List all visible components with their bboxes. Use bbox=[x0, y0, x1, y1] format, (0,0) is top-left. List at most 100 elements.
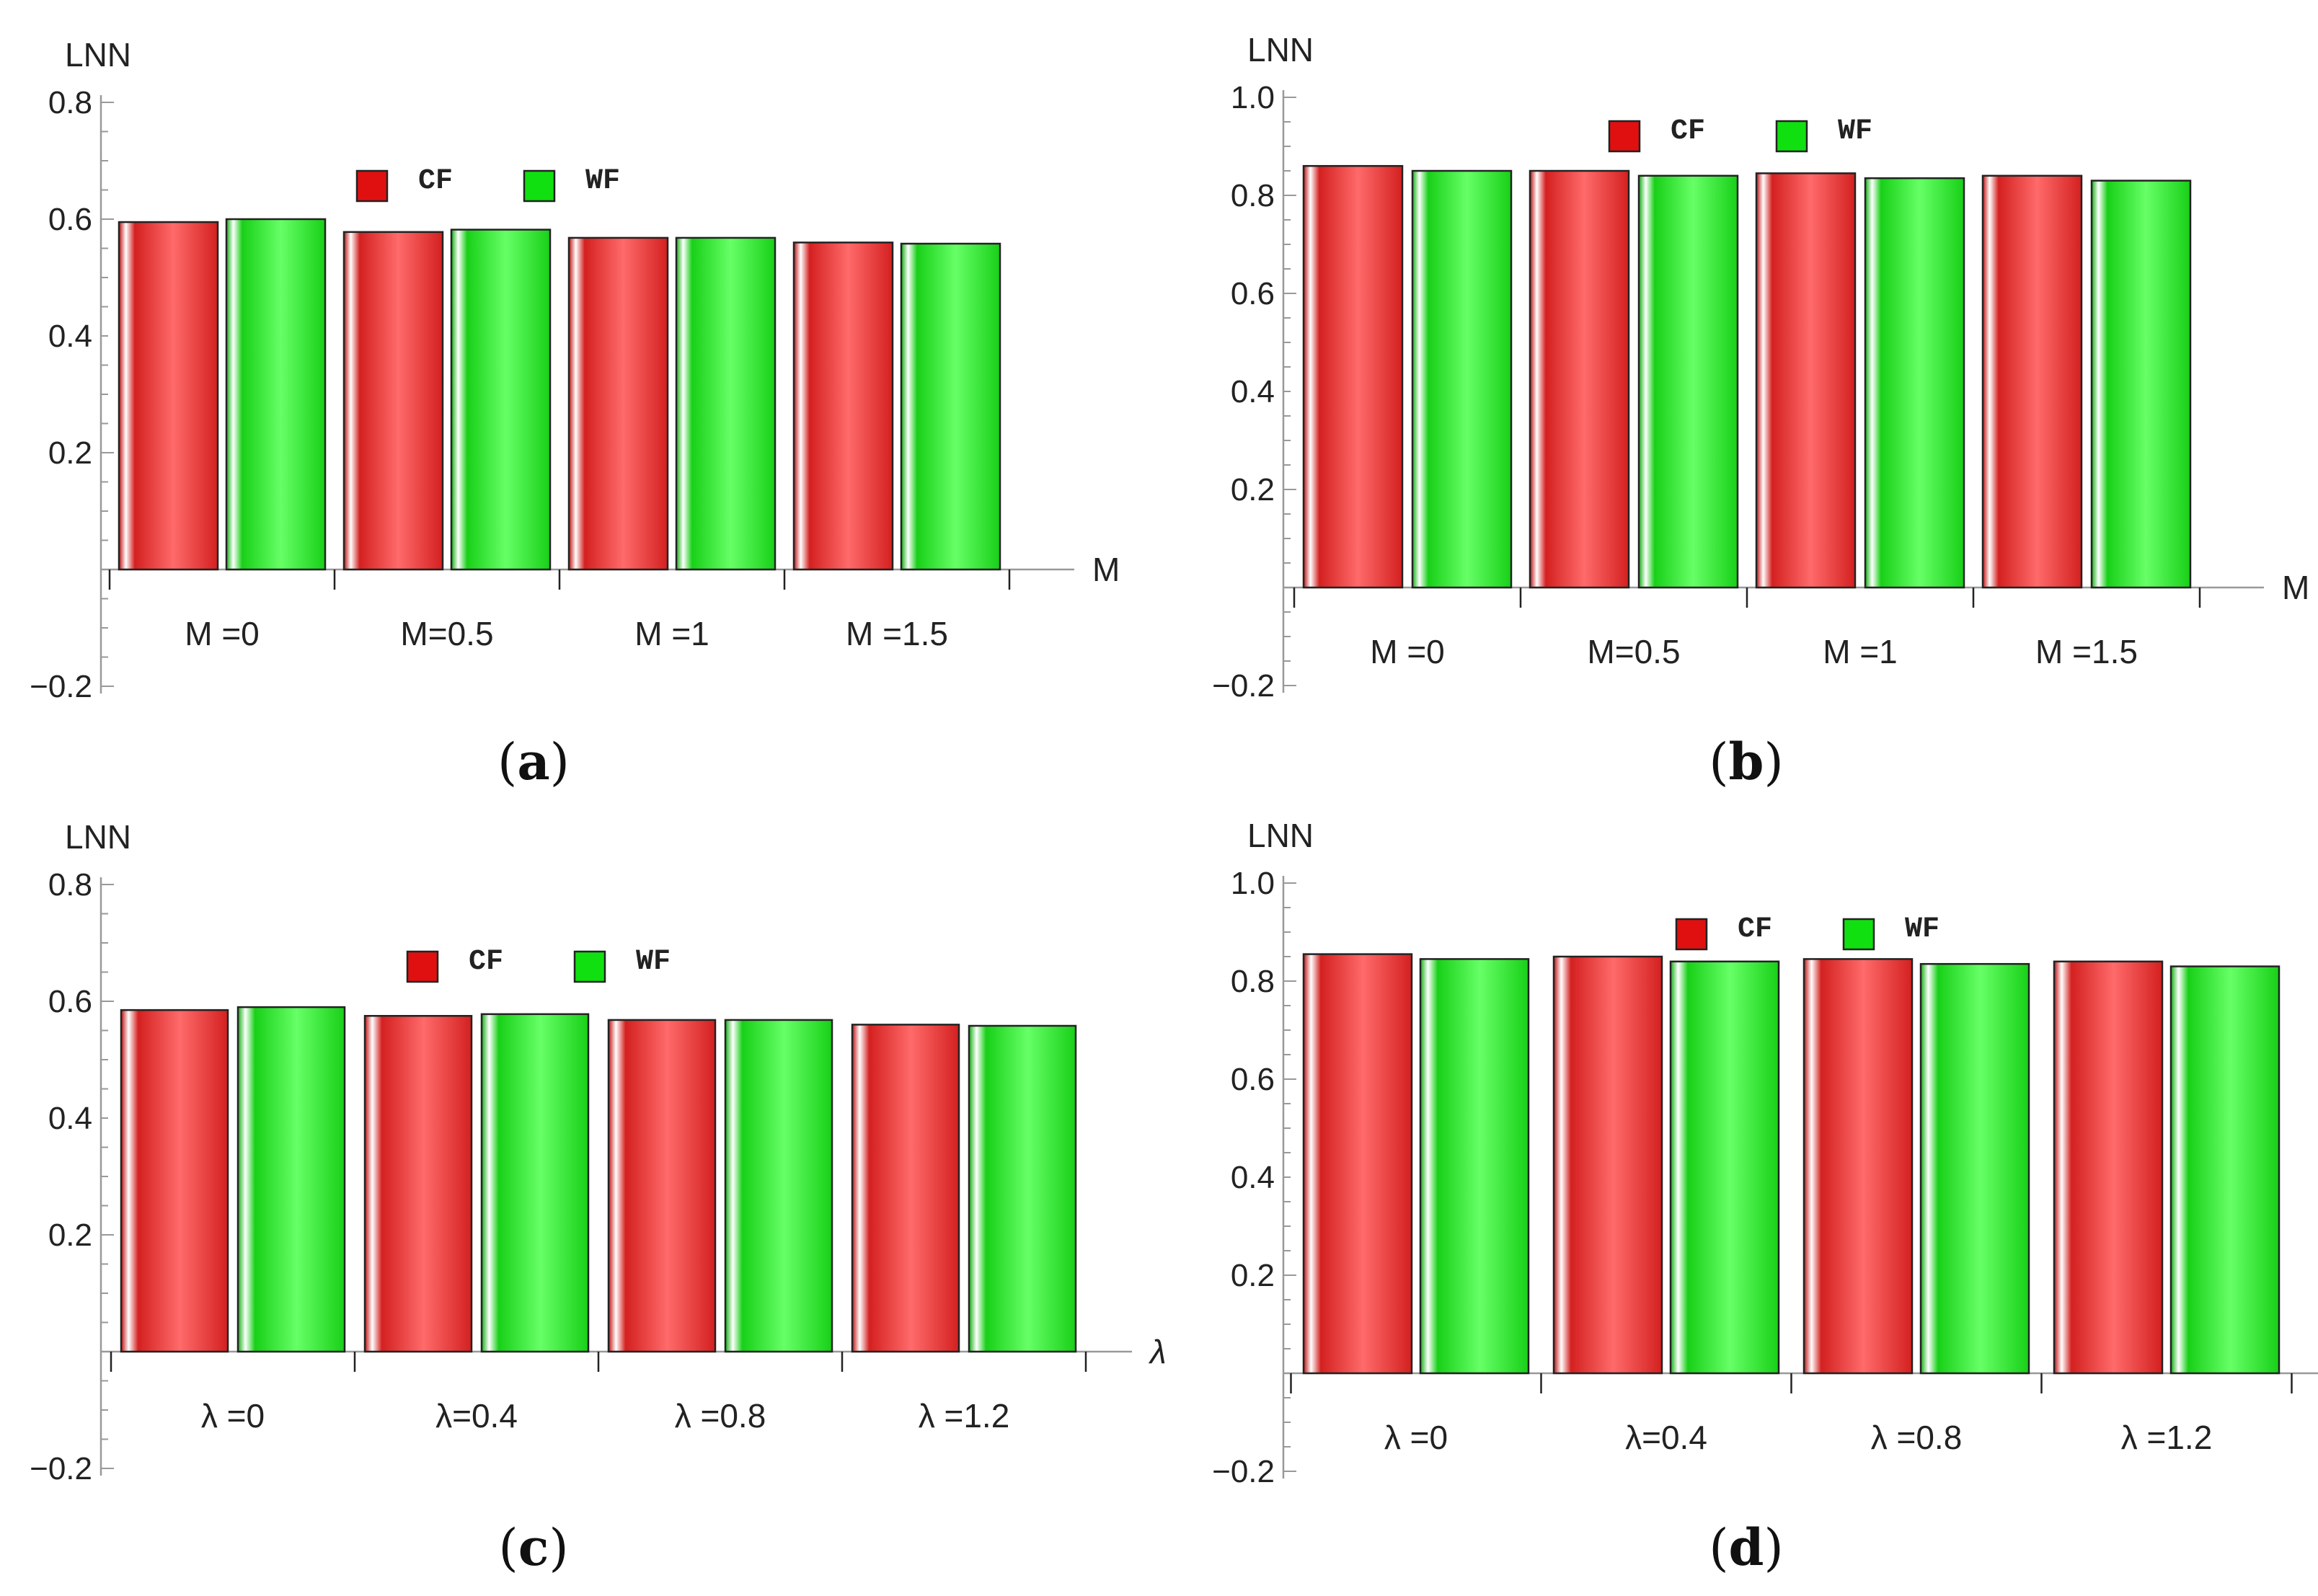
y-tick-label: 0.8 bbox=[48, 867, 92, 903]
y-tick-label: 0.6 bbox=[1231, 276, 1275, 311]
legend-swatch-cf bbox=[406, 950, 439, 983]
x-category-label: λ =1.2 bbox=[2121, 1419, 2213, 1456]
x-category-label: M =0 bbox=[185, 615, 260, 652]
x-category-label: M=0.5 bbox=[1587, 633, 1680, 670]
y-tick-label: 0.8 bbox=[48, 85, 92, 120]
legend-swatch-wf bbox=[573, 950, 606, 983]
y-tick-label: −0.2 bbox=[30, 669, 92, 704]
y-tick-label: 0.4 bbox=[48, 1101, 92, 1136]
bar-wf bbox=[236, 1006, 346, 1353]
y-tick-label: 1.0 bbox=[1231, 866, 1275, 901]
legend-swatch-cf bbox=[1608, 120, 1641, 153]
bar-cf bbox=[342, 231, 444, 571]
bar-cf bbox=[1755, 172, 1857, 589]
bar-wf bbox=[480, 1013, 590, 1353]
bar-cf bbox=[1552, 955, 1663, 1375]
bar-wf bbox=[900, 242, 1001, 571]
y-tick-label: 0.6 bbox=[48, 984, 92, 1019]
x-category-label: M =1 bbox=[634, 615, 709, 652]
y-axis-label: LNN bbox=[65, 36, 131, 74]
legend-swatch-wf bbox=[523, 169, 556, 203]
legend-label-cf: CF bbox=[1671, 115, 1705, 148]
x-category-label: M =0 bbox=[1370, 633, 1445, 670]
x-axis-label: M bbox=[1092, 551, 1120, 588]
bar-cf bbox=[2053, 960, 2164, 1375]
x-category-label: λ =0.8 bbox=[1871, 1419, 1963, 1456]
x-category-label: M =1 bbox=[1823, 633, 1898, 670]
y-tick-label: 0.2 bbox=[1231, 1258, 1275, 1293]
x-category-label: λ=0.4 bbox=[435, 1397, 518, 1435]
x-category-label: λ =0.8 bbox=[675, 1397, 766, 1435]
caption-c: (c) bbox=[498, 1517, 569, 1577]
legend-swatch-wf bbox=[1842, 918, 1875, 951]
x-category-label: M=0.5 bbox=[400, 615, 493, 652]
y-tick-label: 0.6 bbox=[48, 202, 92, 237]
x-category-label: M =1.5 bbox=[2035, 633, 2138, 670]
y-tick-label: 1.0 bbox=[1231, 80, 1275, 115]
caption-d: (d) bbox=[1709, 1517, 1784, 1577]
bar-cf bbox=[851, 1024, 960, 1353]
y-axis-label: LNN bbox=[1247, 817, 1314, 854]
bar-cf bbox=[1981, 174, 2083, 589]
y-tick-label: −0.2 bbox=[1212, 1454, 1275, 1489]
y-tick-label: 0.2 bbox=[1231, 472, 1275, 507]
legend-swatch-cf bbox=[1675, 918, 1708, 951]
y-tick-label: 0.8 bbox=[1231, 178, 1275, 213]
legend-label-cf: CF bbox=[1738, 913, 1772, 946]
y-axis-label: LNN bbox=[1247, 31, 1314, 68]
bar-wf bbox=[1864, 177, 1965, 589]
bar-cf bbox=[1302, 164, 1404, 589]
bar-wf bbox=[1669, 960, 1780, 1375]
bar-wf bbox=[2090, 179, 2192, 589]
x-category-label: λ =0 bbox=[1384, 1419, 1448, 1456]
x-axis-label: M bbox=[2282, 569, 2309, 606]
bar-cf bbox=[120, 1008, 229, 1353]
y-tick-label: −0.2 bbox=[1212, 668, 1275, 704]
legend-label-wf: WF bbox=[1905, 913, 1939, 946]
bar-wf bbox=[450, 229, 552, 571]
caption-b: (b) bbox=[1709, 732, 1784, 792]
legend-label-cf: CF bbox=[418, 165, 453, 198]
bar-wf bbox=[1411, 169, 1513, 589]
bar-wf bbox=[1637, 174, 1739, 589]
y-tick-label: 0.6 bbox=[1231, 1062, 1275, 1097]
bar-wf bbox=[225, 218, 327, 571]
legend-label-wf: WF bbox=[1838, 115, 1872, 148]
bar-wf bbox=[2169, 965, 2281, 1375]
bar-cf bbox=[567, 236, 669, 571]
legend-label-wf: WF bbox=[636, 946, 671, 978]
legend-label-cf: CF bbox=[469, 946, 503, 978]
legend-swatch-cf bbox=[355, 169, 389, 203]
bar-wf bbox=[1419, 958, 1530, 1375]
y-tick-label: 0.4 bbox=[1231, 374, 1275, 409]
y-tick-label: 0.8 bbox=[1231, 964, 1275, 999]
y-tick-label: −0.2 bbox=[30, 1451, 92, 1486]
x-category-label: M =1.5 bbox=[846, 615, 948, 652]
y-tick-label: 0.2 bbox=[48, 1218, 92, 1253]
legend-label-wf: WF bbox=[585, 165, 620, 198]
y-tick-label: 0.4 bbox=[48, 319, 92, 354]
y-tick-label: 0.4 bbox=[1231, 1160, 1275, 1195]
bar-cf bbox=[1302, 953, 1413, 1375]
x-category-label: λ =0 bbox=[201, 1397, 265, 1435]
bar-cf bbox=[1529, 169, 1630, 589]
bar-cf bbox=[118, 221, 219, 571]
bar-wf bbox=[675, 236, 777, 571]
legend-swatch-wf bbox=[1775, 120, 1808, 153]
caption-a: (a) bbox=[497, 732, 570, 792]
x-axis-label: λ bbox=[1148, 1333, 1167, 1370]
bar-cf bbox=[607, 1019, 717, 1353]
bar-cf bbox=[363, 1015, 473, 1353]
bar-cf bbox=[792, 241, 894, 571]
y-axis-label: LNN bbox=[65, 818, 131, 856]
bar-cf bbox=[1802, 958, 1914, 1375]
y-tick-label: 0.2 bbox=[48, 435, 92, 471]
bar-wf bbox=[968, 1024, 1077, 1353]
x-category-label: λ =1.2 bbox=[919, 1397, 1010, 1435]
bar-wf bbox=[1919, 962, 2030, 1375]
x-category-label: λ=0.4 bbox=[1625, 1419, 1707, 1456]
